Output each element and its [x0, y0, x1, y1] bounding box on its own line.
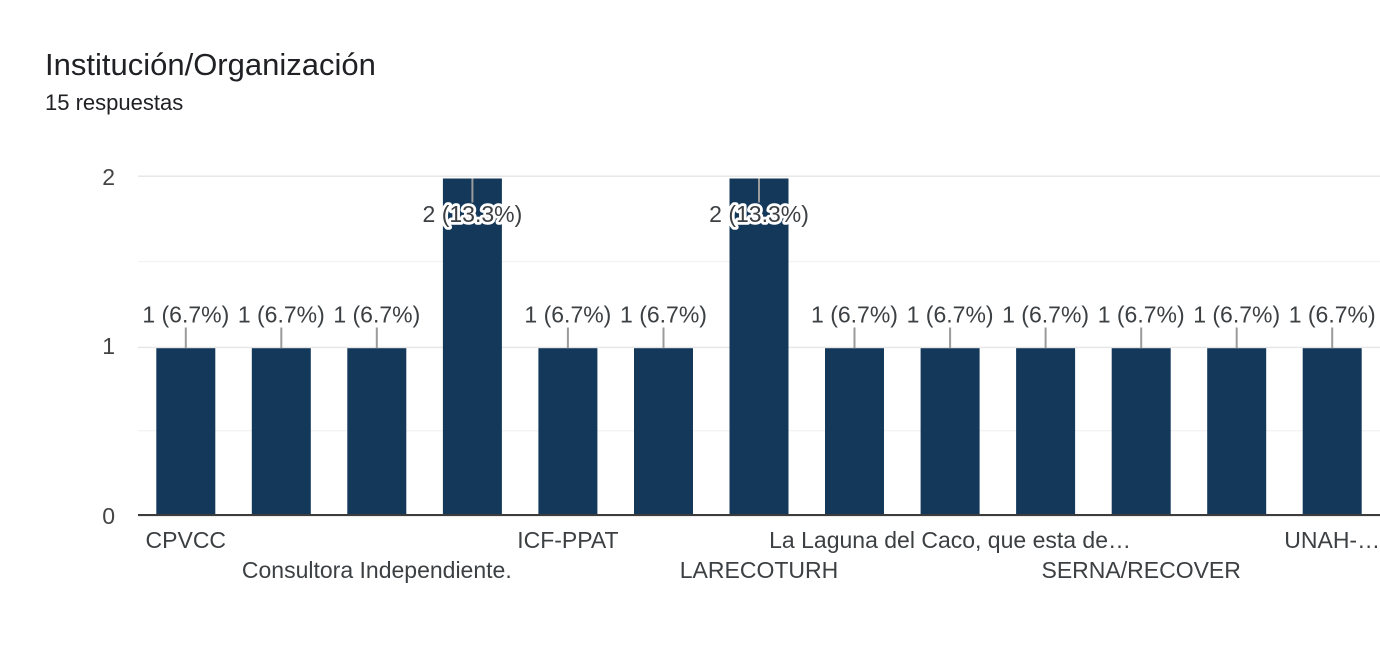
svg-text:1 (6.7%): 1 (6.7%) [907, 302, 994, 328]
svg-text:SERNA/RECOVER: SERNA/RECOVER [1042, 557, 1241, 583]
svg-text:2 (13.3%): 2 (13.3%) [709, 201, 809, 227]
svg-text:1 (6.7%): 1 (6.7%) [524, 302, 611, 328]
svg-text:1 (6.7%): 1 (6.7%) [811, 302, 898, 328]
svg-text:1 (6.7%): 1 (6.7%) [1002, 302, 1089, 328]
svg-text:UNAH-…: UNAH-… [1284, 527, 1380, 553]
svg-text:1 (6.7%): 1 (6.7%) [333, 302, 420, 328]
svg-text:2 (13.3%): 2 (13.3%) [423, 201, 523, 227]
svg-text:1: 1 [102, 333, 115, 359]
svg-text:Institución/Organización: Institución/Organización [45, 47, 376, 82]
svg-text:1 (6.7%): 1 (6.7%) [238, 302, 325, 328]
svg-text:La Laguna del Caco, que esta d: La Laguna del Caco, que esta de… [769, 527, 1131, 553]
svg-text:0: 0 [102, 503, 115, 529]
svg-text:1 (6.7%): 1 (6.7%) [1193, 302, 1280, 328]
svg-text:1 (6.7%): 1 (6.7%) [620, 302, 707, 328]
svg-text:1 (6.7%): 1 (6.7%) [142, 302, 229, 328]
svg-text:LARECOTURH: LARECOTURH [680, 557, 838, 583]
svg-text:15 respuestas: 15 respuestas [45, 90, 183, 115]
svg-text:CPVCC: CPVCC [146, 527, 227, 553]
svg-text:ICF-PPAT: ICF-PPAT [517, 527, 618, 553]
svg-text:Consultora Independiente.: Consultora Independiente. [242, 557, 512, 583]
svg-text:2: 2 [102, 164, 115, 190]
svg-text:1 (6.7%): 1 (6.7%) [1098, 302, 1185, 328]
svg-text:1 (6.7%): 1 (6.7%) [1289, 302, 1376, 328]
